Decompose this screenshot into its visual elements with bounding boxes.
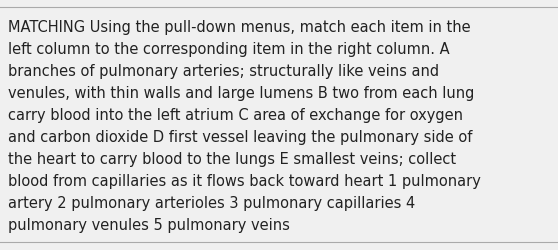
Text: branches of pulmonary arteries; structurally like veins and: branches of pulmonary arteries; structur… xyxy=(8,64,439,79)
Text: MATCHING Using the pull-down menus, match each item in the: MATCHING Using the pull-down menus, matc… xyxy=(8,20,470,35)
Text: artery 2 pulmonary arterioles 3 pulmonary capillaries 4: artery 2 pulmonary arterioles 3 pulmonar… xyxy=(8,195,415,210)
Text: the heart to carry blood to the lungs E smallest veins; collect: the heart to carry blood to the lungs E … xyxy=(8,152,456,166)
Text: and carbon dioxide D first vessel leaving the pulmonary side of: and carbon dioxide D first vessel leavin… xyxy=(8,130,473,144)
Text: carry blood into the left atrium C area of exchange for oxygen: carry blood into the left atrium C area … xyxy=(8,108,463,122)
Text: blood from capillaries as it flows back toward heart 1 pulmonary: blood from capillaries as it flows back … xyxy=(8,173,481,188)
Text: left column to the corresponding item in the right column. A: left column to the corresponding item in… xyxy=(8,42,450,57)
Text: venules, with thin walls and large lumens B two from each lung: venules, with thin walls and large lumen… xyxy=(8,86,474,100)
Text: pulmonary venules 5 pulmonary veins: pulmonary venules 5 pulmonary veins xyxy=(8,217,290,232)
